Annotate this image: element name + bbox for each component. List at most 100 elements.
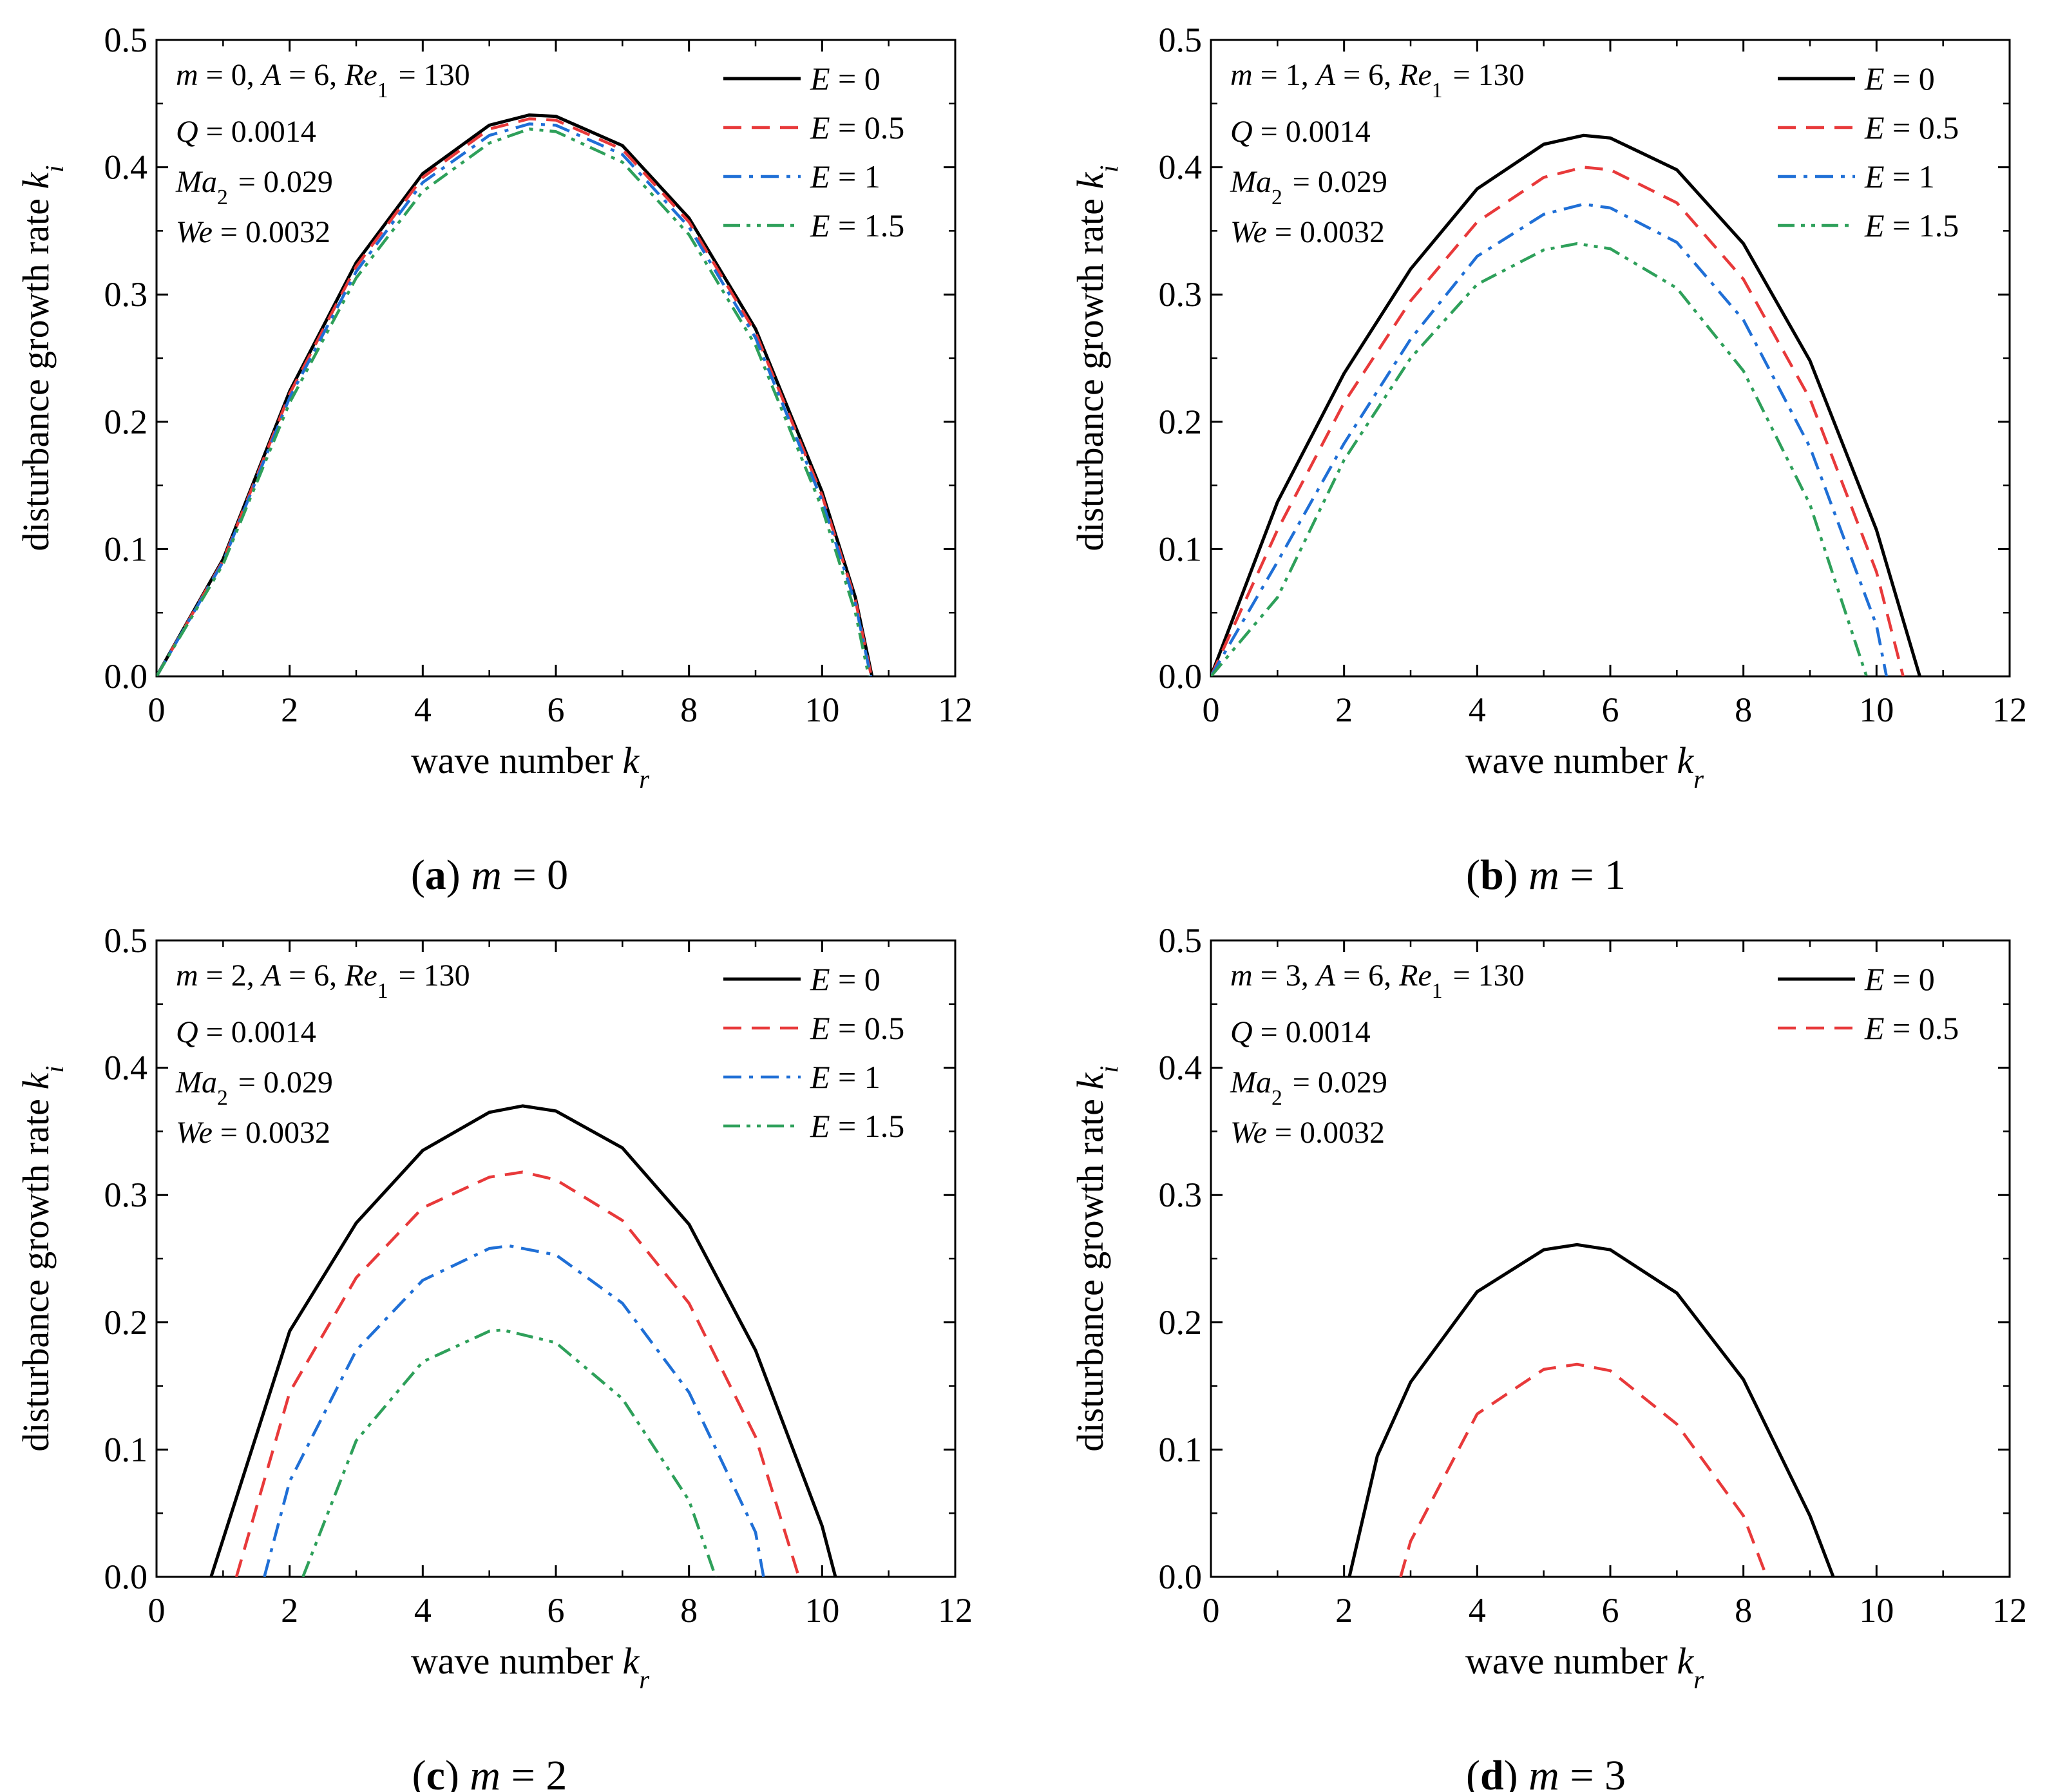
x-axis-title: wave number kr: [411, 739, 649, 794]
y-tick-label: 0.0: [104, 657, 148, 696]
annotation-line: Ma2 = 0.029: [175, 1065, 333, 1110]
annotation-line: Q = 0.0014: [1230, 115, 1371, 149]
y-axis-title: disturbance growth rate ki: [1069, 165, 1123, 551]
x-tick-label: 4: [1469, 691, 1486, 729]
annotation-line: Q = 0.0014: [176, 115, 316, 149]
series-line-0: [209, 1104, 837, 1577]
legend-label: E = 0.5: [1864, 1010, 1959, 1046]
y-tick-label: 0.0: [1159, 1558, 1203, 1596]
x-tick-label: 6: [1602, 1591, 1619, 1630]
x-tick-label: 12: [938, 1591, 973, 1630]
y-tick-label: 0.1: [104, 529, 148, 568]
y-tick-label: 0.1: [104, 1430, 148, 1469]
y-tick-label: 0.0: [104, 1558, 148, 1596]
legend-label: E = 1: [1864, 158, 1935, 195]
annotation-line: Ma2 = 0.029: [1230, 165, 1387, 209]
x-tick-label: 6: [1602, 691, 1619, 729]
x-tick-label: 8: [1735, 691, 1752, 729]
x-tick-label: 10: [1859, 1591, 1894, 1630]
legend-label: E = 0.5: [810, 110, 904, 146]
legend-label: E = 0: [810, 61, 881, 97]
x-axis-title: wave number kr: [1465, 739, 1704, 794]
y-tick-label: 0.3: [104, 1176, 148, 1214]
y-tick-label: 0.1: [1159, 529, 1203, 568]
x-tick-label: 12: [1992, 691, 2027, 729]
legend-label: E = 1.5: [1864, 207, 1959, 243]
series-line-0: [1347, 1243, 1835, 1577]
chart-panel-b: 0 2 4 6 8 10 12 0.0 0.1 0.2 0.3 0.4 0.5 wave number k…: [1069, 21, 2027, 899]
panel-caption: (d) m = 3: [1466, 1752, 1626, 1792]
x-tick-label: 0: [1203, 1591, 1220, 1630]
y-tick-label: 0.3: [1159, 275, 1203, 314]
series-line-1: [234, 1170, 801, 1577]
annotation-line: We = 0.0032: [176, 1116, 330, 1150]
legend-label: E = 0: [1864, 61, 1935, 97]
panel-caption: (a) m = 0: [411, 852, 568, 899]
x-tick-label: 2: [281, 691, 298, 729]
y-axis-title: disturbance growth rate ki: [15, 165, 69, 551]
x-tick-label: 8: [680, 691, 698, 729]
series-line-1: [1399, 1362, 1768, 1577]
y-tick-label: 0.3: [1159, 1176, 1203, 1214]
y-tick-label: 0.2: [1159, 1303, 1203, 1342]
legend-label: E = 0.5: [810, 1010, 904, 1046]
legend-label: E = 1.5: [810, 1108, 904, 1144]
annotation-line: We = 0.0032: [1230, 215, 1385, 249]
x-tick-label: 4: [414, 691, 432, 729]
legend-label: E = 1: [810, 158, 881, 195]
x-tick-label: 10: [805, 1591, 839, 1630]
x-axis-title: wave number kr: [411, 1640, 649, 1694]
y-tick-label: 0.1: [1159, 1430, 1203, 1469]
annotation-line: Q = 0.0014: [176, 1015, 316, 1049]
annotation-line: We = 0.0032: [176, 215, 330, 249]
y-tick-label: 0.4: [1159, 148, 1203, 187]
series-line-3: [1211, 242, 1868, 676]
panel-caption: (c) m = 2: [412, 1752, 567, 1792]
annotation-line: Ma2 = 0.029: [175, 165, 333, 209]
annotation-line: m = 0, A = 6, Re1 = 130: [176, 58, 470, 102]
annotation-line: m = 3, A = 6, Re1 = 130: [1230, 958, 1525, 1003]
y-tick-label: 0.5: [104, 21, 148, 59]
x-tick-label: 12: [938, 691, 973, 729]
x-tick-label: 0: [148, 1591, 166, 1630]
x-tick-label: 12: [1992, 1591, 2027, 1630]
chart-panel-c: 0 2 4 6 8 10 12 0.0 0.1 0.2 0.3 0.4 0.5 wave number k…: [15, 921, 973, 1792]
y-tick-label: 0.4: [104, 148, 148, 187]
x-tick-label: 4: [414, 1591, 432, 1630]
legend-label: E = 1.5: [810, 207, 904, 243]
legend-label: E = 0: [810, 961, 881, 997]
annotation-line: Q = 0.0014: [1230, 1015, 1371, 1049]
annotation-line: Ma2 = 0.029: [1230, 1065, 1387, 1110]
legend-label: E = 0: [1864, 961, 1935, 997]
annotation-line: m = 1, A = 6, Re1 = 130: [1230, 58, 1525, 102]
x-tick-label: 6: [547, 691, 565, 729]
y-tick-label: 0.0: [1159, 657, 1203, 696]
x-tick-label: 8: [1735, 1591, 1752, 1630]
x-tick-label: 8: [680, 1591, 698, 1630]
x-tick-label: 2: [1335, 1591, 1353, 1630]
series-line-2: [1211, 202, 1889, 676]
series-line-1: [157, 117, 873, 676]
series-line-0: [1211, 133, 1921, 676]
legend-label: E = 1: [810, 1059, 881, 1095]
chart-panel-a: 0 2 4 6 8 10 12 0.0 0.1 0.2 0.3 0.4 0.5 wave number k…: [15, 21, 973, 899]
y-tick-label: 0.5: [1159, 921, 1203, 960]
series-line-0: [157, 113, 874, 676]
y-tick-label: 0.5: [104, 921, 148, 960]
x-tick-label: 2: [1335, 691, 1353, 729]
annotation-line: m = 2, A = 6, Re1 = 130: [176, 958, 470, 1003]
x-tick-label: 10: [805, 691, 839, 729]
legend-label: E = 0.5: [1864, 110, 1959, 146]
y-tick-label: 0.2: [104, 403, 148, 441]
y-tick-label: 0.4: [104, 1049, 148, 1087]
y-tick-label: 0.4: [1159, 1049, 1203, 1087]
x-axis-title: wave number kr: [1465, 1640, 1704, 1694]
x-tick-label: 6: [547, 1591, 565, 1630]
y-tick-label: 0.3: [104, 275, 148, 314]
x-tick-label: 0: [148, 691, 166, 729]
panel-caption: (b) m = 1: [1466, 852, 1626, 899]
chart-panel-d: 0 2 4 6 8 10 12 0.0 0.1 0.2 0.3 0.4 0.5 wave number k…: [1069, 921, 2027, 1792]
annotation-line: We = 0.0032: [1230, 1116, 1385, 1150]
y-axis-title: disturbance growth rate ki: [15, 1065, 69, 1451]
